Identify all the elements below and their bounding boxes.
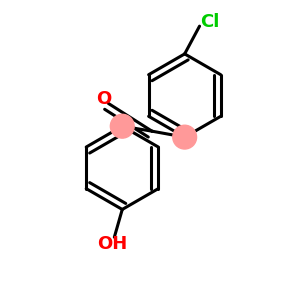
Circle shape	[110, 114, 134, 138]
Text: OH: OH	[97, 235, 128, 253]
Text: Cl: Cl	[200, 13, 219, 31]
Text: O: O	[96, 91, 111, 109]
Circle shape	[173, 125, 196, 149]
